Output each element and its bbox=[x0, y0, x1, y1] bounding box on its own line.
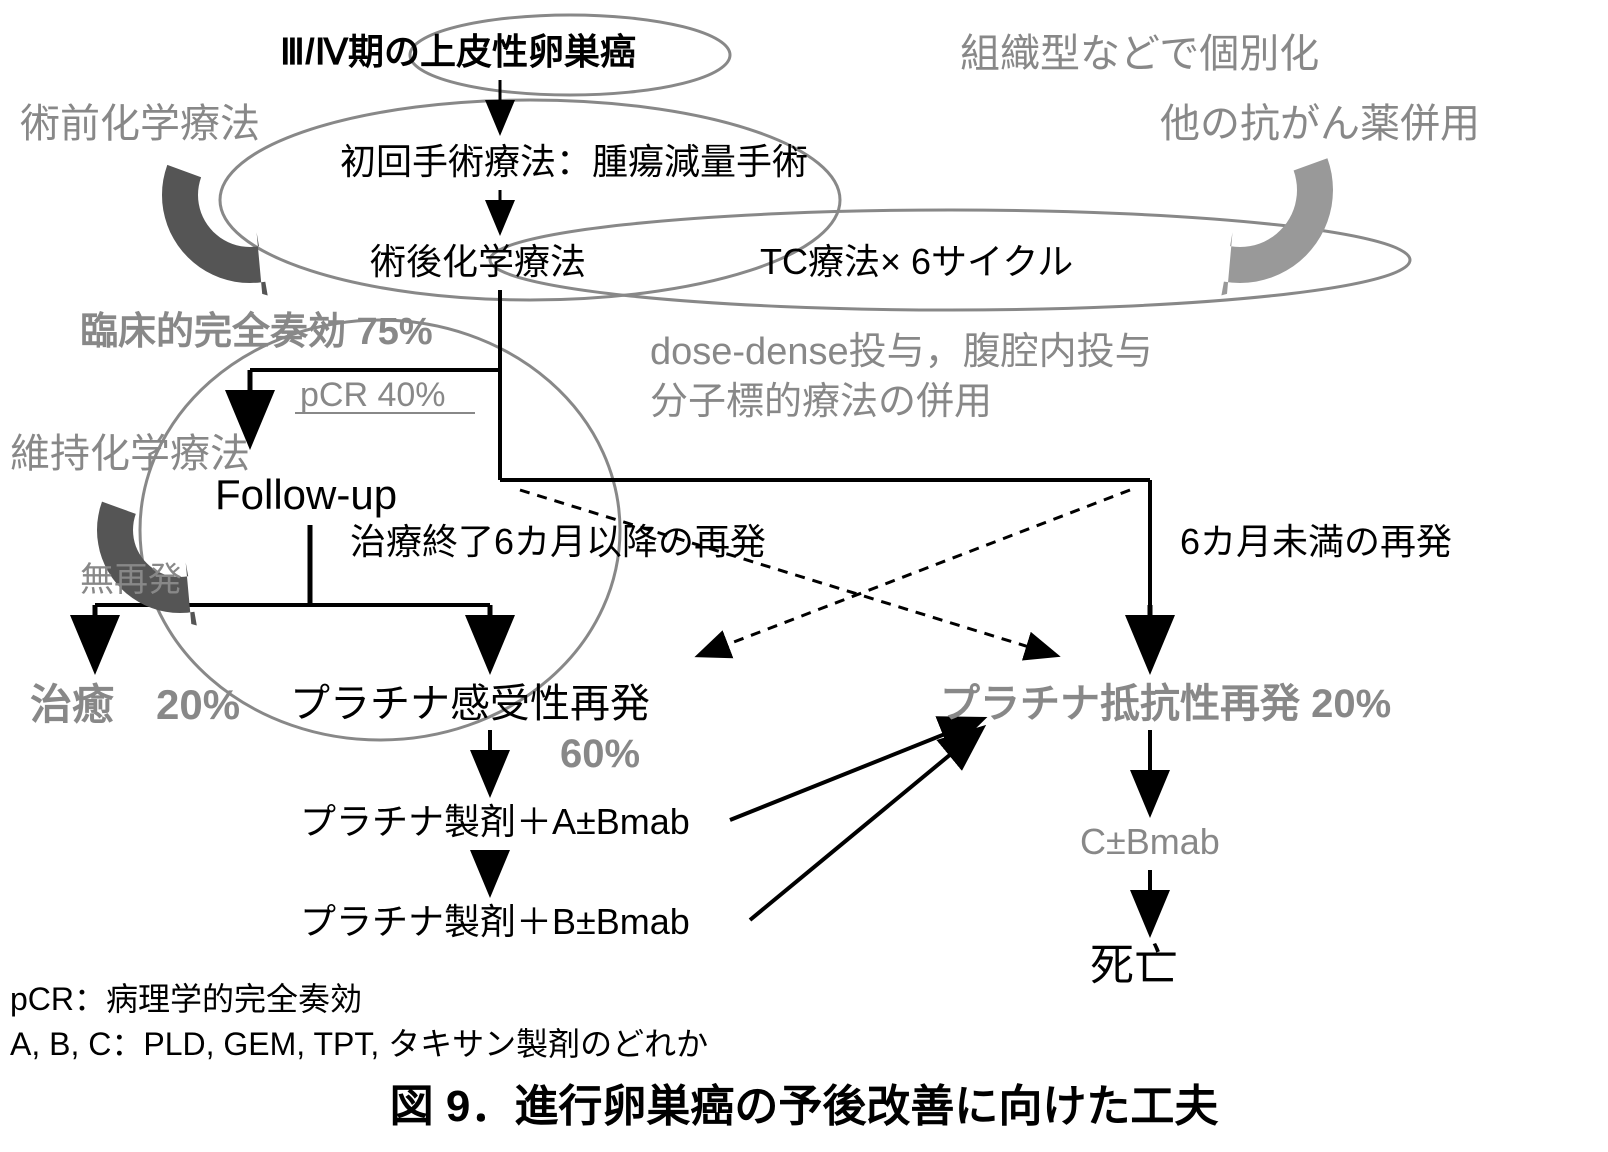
node-postop_chemo: 術後化学療法 bbox=[370, 240, 586, 283]
figure-caption: 図 9．進行卵巣癌の予後改善に向けた工夫 bbox=[0, 1070, 1608, 1134]
node-dose_dense_1: dose-dense投与，腹腔内投与 bbox=[650, 330, 1153, 376]
node-ccr: 臨床的完全奏効 75% bbox=[80, 310, 433, 356]
node-histology: 組織型などで個別化 bbox=[960, 30, 1319, 78]
node-recurrence_6mo_before: 6カ月未満の再発 bbox=[1180, 520, 1452, 563]
node-death: 死亡 bbox=[1090, 940, 1178, 993]
node-note_abc: A, B, C：PLD, GEM, TPT, タキサン製剤のどれか bbox=[10, 1025, 708, 1063]
node-dose_dense_2: 分子標的療法の併用 bbox=[650, 380, 992, 426]
node-maintenance: 維持化学療法 bbox=[10, 430, 250, 478]
node-recurrence_6mo_after: 治療終了6カ月以降の再発 bbox=[350, 520, 766, 563]
node-tc_therapy: TC療法× 6サイクル bbox=[760, 240, 1073, 283]
node-followup: Follow-up bbox=[215, 470, 397, 520]
node-platinum_resistant: プラチナ抵抗性再発 20% bbox=[940, 680, 1391, 728]
node-cure: 治癒 20% bbox=[30, 680, 240, 730]
node-platinum_b: プラチナ製剤＋B±Bmab bbox=[300, 900, 690, 943]
node-title_stage: Ⅲ/Ⅳ期の上皮性卵巣癌 bbox=[280, 30, 636, 73]
node-no_recurrence: 無再発 bbox=[80, 560, 182, 601]
node-pcr: pCR 40% bbox=[300, 375, 446, 416]
node-note_pcr: pCR：病理学的完全奏効 bbox=[10, 980, 362, 1018]
node-c_bmab: C±Bmab bbox=[1080, 820, 1220, 863]
node-neoadjuvant: 術前化学療法 bbox=[20, 100, 260, 148]
node-sensitive_pct: 60% bbox=[560, 730, 640, 778]
node-platinum_a: プラチナ製剤＋A±Bmab bbox=[300, 800, 690, 843]
node-other_agents: 他の抗がん薬併用 bbox=[1160, 100, 1480, 148]
node-platinum_sensitive: プラチナ感受性再発 bbox=[290, 680, 650, 728]
node-initial_surgery: 初回手術療法：腫瘍減量手術 bbox=[340, 140, 808, 183]
